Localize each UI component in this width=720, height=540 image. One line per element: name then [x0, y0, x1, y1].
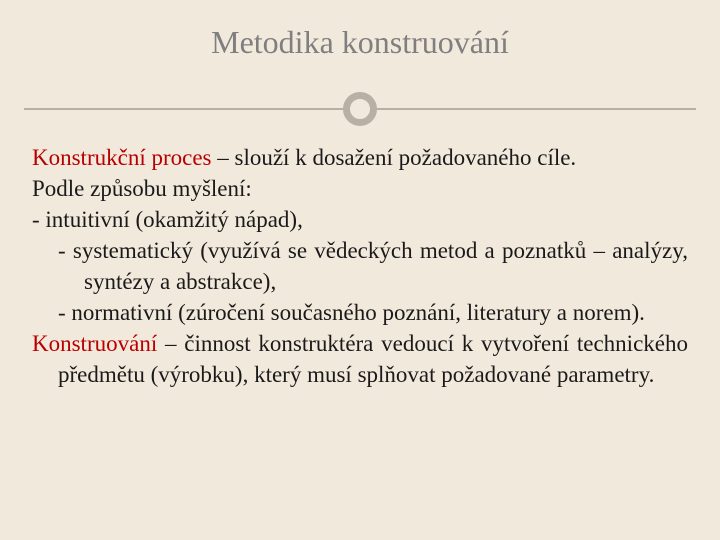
line-2: Podle způsobu myšlení:: [32, 173, 688, 204]
divider-circle-icon: [343, 92, 377, 126]
body-content: Konstrukční proces – slouží k dosažení p…: [32, 142, 688, 390]
line-4: - systematický (využívá se vědeckých met…: [58, 235, 688, 297]
line-5: - normativní (zúročení současného poznán…: [58, 297, 688, 328]
highlight-term-1: Konstrukční proces: [32, 145, 212, 170]
title-area: Metodika konstruování: [0, 0, 720, 61]
line-6: Konstruování – činnost konstruktéra vedo…: [32, 328, 688, 390]
line-3: - intuitivní (okamžitý nápad),: [32, 204, 688, 235]
slide-title: Metodika konstruování: [0, 24, 720, 61]
line-1-rest: – slouží k dosažení požadovaného cíle.: [212, 145, 577, 170]
divider: [0, 90, 720, 130]
highlight-term-2: Konstruování: [32, 331, 157, 356]
line-1: Konstrukční proces – slouží k dosažení p…: [32, 142, 688, 173]
